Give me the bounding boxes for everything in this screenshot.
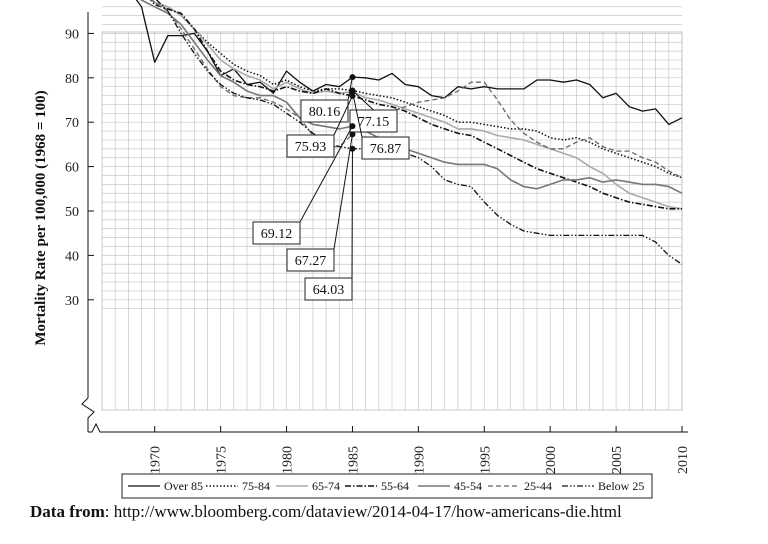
x-tick-label: 2005	[610, 446, 625, 474]
legend-entry: 75-84	[242, 479, 270, 493]
source-label: Data from	[30, 502, 105, 521]
x-tick-label: 1995	[478, 446, 493, 474]
series-line-below-25	[155, 0, 683, 265]
grid-border	[101, 31, 683, 411]
annotation-point	[349, 131, 356, 138]
annotation-point	[349, 123, 356, 130]
series-line-55-64	[149, 0, 682, 210]
x-tick-label: 1990	[412, 446, 427, 474]
annotation-label: 80.16	[309, 105, 341, 120]
annotation-callout: 77.15	[349, 87, 398, 133]
legend-entry: 55-64	[381, 479, 409, 493]
annotation-leader	[299, 125, 353, 223]
y-axis-break	[81, 397, 95, 432]
series-line-25-44	[150, 0, 683, 179]
x-tick-label: 2010	[676, 446, 691, 474]
annotation-box	[300, 99, 349, 123]
annotation-label: 69.12	[261, 227, 293, 242]
y-tick-label: 50	[65, 205, 79, 220]
annotation-label: 75.93	[295, 140, 327, 155]
annotation-box	[252, 221, 301, 245]
x-tick-label: 1975	[215, 446, 230, 474]
tick-labels: 3040506070809010011019701975198019851990…	[65, 27, 691, 474]
axes	[81, 12, 688, 433]
y-tick-label: 70	[65, 116, 79, 131]
annotation-box	[361, 136, 410, 160]
y-tick-label: 40	[65, 249, 79, 264]
y-tick-label: 80	[65, 72, 79, 87]
annotation-box	[304, 277, 353, 301]
annotation-leader	[333, 134, 353, 250]
x-tick-label: 1980	[281, 446, 296, 474]
annotation-callout: 75.93	[286, 92, 356, 158]
series-line-75-84	[150, 0, 683, 179]
annotation-callout: 69.12	[252, 123, 356, 245]
series-line-65-74	[149, 0, 683, 210]
annotation-callout: 64.03	[304, 145, 356, 301]
annotation-label: 67.27	[295, 254, 327, 269]
legend-entry: Over 85	[164, 479, 203, 493]
annotation-label: 64.03	[313, 283, 345, 298]
annotation-box	[286, 134, 335, 158]
series-lines	[135, 0, 683, 265]
annotation-point	[349, 74, 356, 81]
annotation-callout: 80.16	[300, 74, 356, 123]
source-note: Data from: http://www.bloomberg.com/data…	[30, 502, 622, 522]
annotation-box	[286, 248, 335, 272]
annotation-box	[349, 109, 398, 133]
annotation-leader	[351, 91, 363, 138]
legend: Over 85 75-84 65-74 55-64 45-54 25-44 Below 25	[121, 473, 653, 499]
annotation-label: 76.87	[370, 142, 402, 157]
legend-entry: Below 25	[598, 479, 644, 493]
grid	[101, 6, 683, 411]
mortality-chart: 3040506070809010011019701975198019851990…	[33, 0, 691, 499]
annotation-leader	[352, 90, 374, 111]
x-tick-label: 2000	[544, 446, 559, 474]
y-tick-label: 60	[65, 161, 79, 176]
x-axis-line	[88, 422, 688, 433]
annotation-label: 77.15	[358, 115, 390, 130]
x-tick-label: 1985	[346, 446, 361, 474]
annotation-point	[349, 88, 356, 95]
legend-entry: 65-74	[312, 479, 340, 493]
annotation-point	[349, 145, 356, 152]
annotation-callout: 76.87	[349, 88, 410, 160]
y-axis-title: Mortality Rate per 100,000 (1968 = 100)	[33, 90, 49, 345]
y-tick-label: 90	[65, 27, 79, 42]
annotation-leader	[333, 95, 353, 136]
legend-entry: 45-54	[454, 479, 482, 493]
legend-entry: 25-44	[524, 479, 552, 493]
source-url: : http://www.bloomberg.com/dataview/2014…	[104, 502, 622, 521]
y-tick-label: 30	[65, 294, 79, 309]
annotation-callout: 67.27	[286, 131, 356, 272]
x-tick-label: 1970	[149, 446, 164, 474]
